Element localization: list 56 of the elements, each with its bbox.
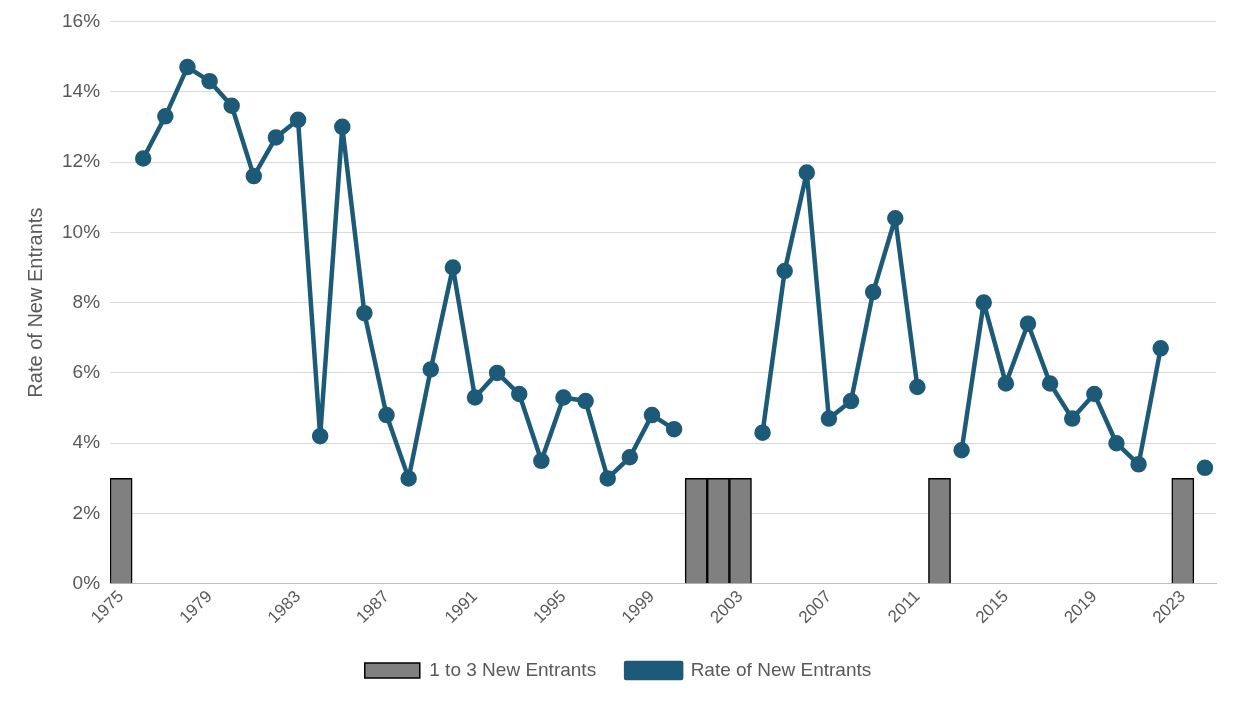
y-tick-label: 2%	[72, 501, 101, 523]
point	[864, 283, 882, 301]
point	[643, 406, 661, 424]
y-tick-label: 8%	[72, 290, 101, 312]
point	[223, 97, 240, 115]
point	[444, 259, 462, 276]
point	[1130, 456, 1147, 473]
point	[953, 442, 970, 459]
point	[1063, 410, 1081, 427]
point	[887, 210, 904, 227]
point	[1019, 315, 1037, 332]
y-tick-label: 0%	[72, 572, 101, 594]
point	[1041, 375, 1059, 392]
point	[245, 167, 263, 185]
point	[754, 424, 771, 441]
point	[289, 111, 307, 129]
point	[1196, 459, 1214, 477]
point	[820, 410, 838, 427]
y-tick-label: 16%	[62, 9, 101, 31]
point	[488, 364, 506, 382]
point	[798, 164, 816, 181]
y-axis-title: Rate of New Entrants	[23, 207, 46, 398]
point	[356, 304, 373, 322]
point	[134, 150, 152, 167]
point	[842, 392, 860, 410]
point	[1152, 340, 1169, 357]
point	[422, 361, 440, 378]
point	[665, 420, 683, 438]
point	[267, 129, 285, 146]
point	[1086, 385, 1103, 403]
point	[334, 118, 351, 136]
point	[510, 385, 528, 403]
point	[599, 470, 616, 487]
point	[776, 262, 793, 280]
point	[179, 58, 196, 76]
point	[555, 389, 572, 406]
y-tick-label: 12%	[62, 150, 101, 172]
point	[466, 389, 484, 406]
point	[311, 427, 329, 445]
legend-label: Rate of New Entrants	[690, 658, 872, 680]
point	[157, 108, 174, 125]
point	[1108, 434, 1125, 452]
point	[975, 294, 992, 311]
point	[621, 449, 639, 466]
legend-label: 1 to 3 New Entrants	[429, 658, 597, 680]
y-tick-label: 14%	[62, 79, 101, 101]
point	[577, 392, 594, 410]
y-tick-label: 6%	[72, 361, 101, 383]
point	[400, 470, 417, 487]
point	[201, 72, 218, 90]
y-tick-label: 4%	[72, 431, 101, 453]
point	[909, 378, 926, 396]
point	[378, 406, 395, 424]
point	[997, 375, 1015, 392]
point	[533, 452, 550, 470]
y-tick-label: 10%	[62, 220, 101, 242]
